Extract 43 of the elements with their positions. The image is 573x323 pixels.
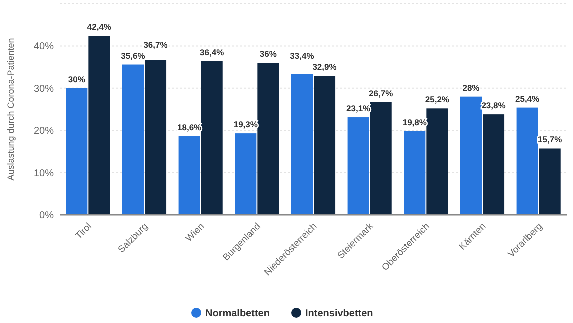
data-label: 33,4% [290, 51, 315, 62]
y-tick-label: 40% [34, 42, 54, 53]
bar [122, 64, 144, 215]
bar [483, 114, 505, 215]
bar [178, 136, 200, 215]
bar [201, 61, 223, 215]
data-label: 30% [68, 74, 86, 84]
y-tick-label: 10% [34, 168, 54, 180]
y-tick-label: 30% [34, 84, 54, 95]
data-label: 32,9% [312, 62, 338, 72]
bar [404, 131, 426, 215]
data-label: 36,7% [144, 40, 168, 50]
data-label: 42,4% [87, 22, 112, 32]
bar [426, 108, 448, 215]
data-label: 23,8% [482, 100, 506, 111]
bar [145, 60, 167, 215]
data-label: 36% [260, 49, 278, 60]
data-label: 25,4% [516, 94, 540, 104]
bar [370, 102, 392, 215]
data-label: 15,7% [538, 134, 563, 145]
y-axis-title: Auslastung durch Corona-Patienten [6, 38, 16, 181]
y-tick-label: 0% [40, 210, 54, 222]
data-label: 18,6% [178, 122, 202, 133]
y-tick-label: 20% [34, 126, 54, 138]
x-tick-label: Tirol [74, 221, 94, 242]
data-label: 36,4% [200, 47, 225, 58]
data-label: 25,2% [425, 94, 450, 105]
data-label: 23,1% [346, 104, 372, 114]
legend-label: Normalbetten [206, 308, 270, 320]
bar [539, 148, 561, 215]
bar [258, 63, 280, 215]
legend-label: Intensivbetten [306, 308, 374, 320]
data-label: 28% [462, 82, 480, 93]
bar [516, 108, 538, 215]
bar [66, 88, 88, 215]
bar [291, 74, 313, 215]
data-label: 35,6% [121, 50, 146, 61]
bar [348, 118, 370, 215]
bar [460, 96, 482, 215]
bar [88, 36, 110, 215]
bar [235, 134, 257, 215]
data-label: 26,7% [369, 88, 394, 98]
bar [314, 76, 336, 215]
